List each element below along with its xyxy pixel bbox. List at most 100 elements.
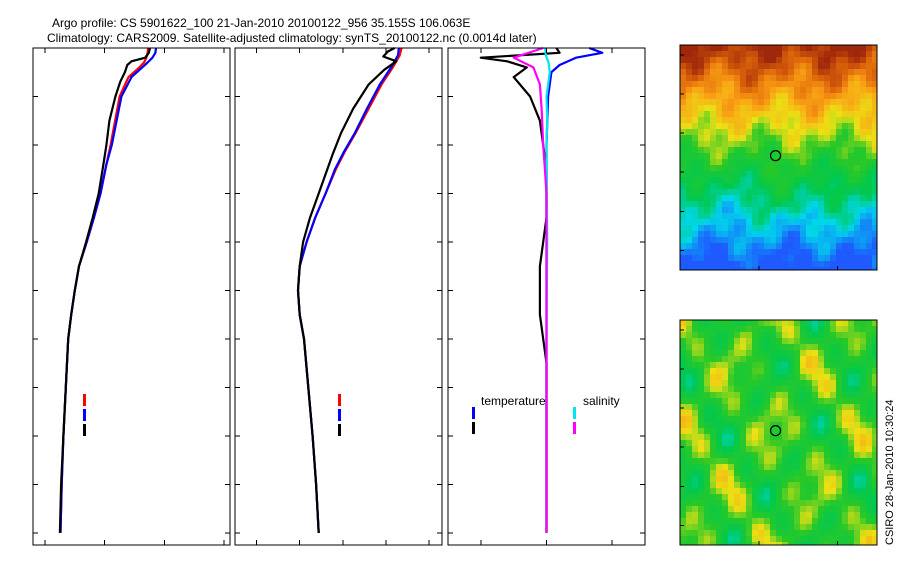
- map-cell: [872, 231, 877, 238]
- map-cell: [776, 105, 783, 112]
- map-cell: [716, 69, 723, 76]
- map-cell: [680, 410, 687, 417]
- map-cell: [704, 326, 711, 333]
- map-cell: [722, 524, 729, 531]
- map-cell: [758, 99, 765, 106]
- map-cell: [716, 524, 723, 531]
- map-cell: [788, 332, 795, 339]
- map-cell: [716, 267, 723, 270]
- map-cell: [800, 350, 807, 357]
- map-cell: [848, 189, 855, 196]
- map-cell: [848, 410, 855, 417]
- map-cell: [866, 458, 873, 465]
- map-cell: [758, 506, 765, 513]
- map-cell: [794, 434, 801, 441]
- map-cell: [704, 380, 711, 387]
- map-cell: [716, 219, 723, 226]
- map-cell: [698, 117, 705, 124]
- map-cell: [698, 506, 705, 513]
- map-cell: [830, 470, 837, 477]
- map-cell: [788, 398, 795, 405]
- map-cell: [842, 458, 849, 465]
- map-cell: [866, 129, 873, 136]
- map-cell: [848, 207, 855, 214]
- map-cell: [728, 213, 735, 220]
- map-cell: [842, 195, 849, 202]
- map-cell: [800, 177, 807, 184]
- map-cell: [782, 338, 789, 345]
- map-cell: [758, 183, 765, 190]
- map-cell: [806, 362, 813, 369]
- map-cell: [812, 225, 819, 232]
- map-cell: [728, 398, 735, 405]
- map-cell: [704, 320, 711, 327]
- map-cell: [764, 243, 771, 250]
- map-cell: [782, 440, 789, 447]
- map-cell: [770, 123, 777, 130]
- map-cell: [860, 183, 867, 190]
- map-cell: [866, 171, 873, 178]
- map-cell: [740, 506, 747, 513]
- map-cell: [824, 141, 831, 148]
- map-cell: [764, 494, 771, 501]
- map-cell: [836, 518, 843, 525]
- map-cell: [758, 380, 765, 387]
- map-cell: [794, 404, 801, 411]
- map-cell: [806, 201, 813, 208]
- map-cell: [764, 105, 771, 112]
- map-cell: [812, 267, 819, 270]
- map-cell: [866, 500, 873, 507]
- map-cell: [776, 440, 783, 447]
- map-cell: [770, 446, 777, 453]
- map-cell: [836, 93, 843, 100]
- map-cell: [740, 255, 747, 262]
- map-cell: [782, 261, 789, 268]
- map-cell: [698, 350, 705, 357]
- map-cell: [704, 165, 711, 172]
- map-cell: [800, 404, 807, 411]
- map-cell: [818, 201, 825, 208]
- map-cell: [860, 476, 867, 483]
- map-cell: [698, 189, 705, 196]
- map-cell: [746, 380, 753, 387]
- map-cell: [872, 398, 877, 405]
- map-cell: [860, 506, 867, 513]
- map-cell: [686, 476, 693, 483]
- map-cell: [866, 63, 873, 70]
- map-cell: [794, 410, 801, 417]
- map-cell: [788, 117, 795, 124]
- map-cell: [854, 440, 861, 447]
- map-cell: [860, 344, 867, 351]
- map-cell: [788, 45, 795, 52]
- map-cell: [854, 219, 861, 226]
- map-cell: [806, 123, 813, 130]
- map-cell: [848, 374, 855, 381]
- map-cell: [782, 512, 789, 519]
- map-cell: [806, 350, 813, 357]
- map-cell: [716, 243, 723, 250]
- map-cell: [686, 225, 693, 232]
- map-cell: [740, 99, 747, 106]
- map-cell: [710, 338, 717, 345]
- map-cell: [770, 195, 777, 202]
- map-cell: [794, 267, 801, 270]
- map-cell: [818, 93, 825, 100]
- map-cell: [776, 159, 783, 166]
- map-cell: [782, 446, 789, 453]
- map-cell: [716, 518, 723, 525]
- map-cell: [758, 111, 765, 118]
- map-cell: [842, 177, 849, 184]
- map-cell: [812, 177, 819, 184]
- map-cell: [686, 171, 693, 178]
- map-cell: [794, 398, 801, 405]
- map-cell: [824, 129, 831, 136]
- map-cell: [830, 135, 837, 142]
- map-cell: [770, 57, 777, 64]
- map-cell: [728, 350, 735, 357]
- map-cell: [794, 416, 801, 423]
- map-cell: [698, 422, 705, 429]
- map-cell: [728, 362, 735, 369]
- map-cell: [770, 171, 777, 178]
- map-cell: [710, 434, 717, 441]
- map-cell: [800, 45, 807, 52]
